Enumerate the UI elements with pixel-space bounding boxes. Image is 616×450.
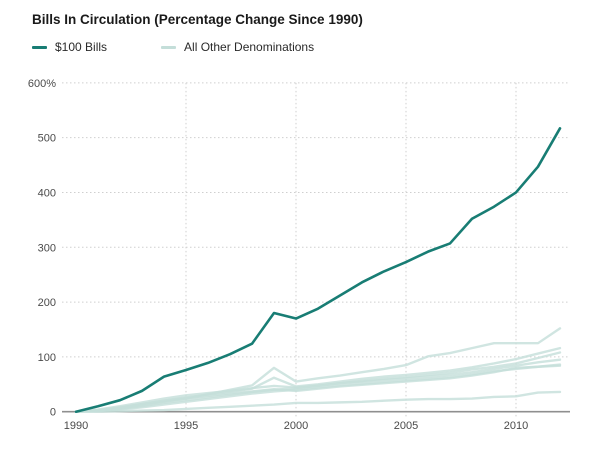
svg-text:500: 500 xyxy=(38,133,56,145)
svg-text:200: 200 xyxy=(38,297,56,309)
svg-text:1990: 1990 xyxy=(64,420,88,432)
legend-item-other-denominations: All Other Denominations xyxy=(161,40,314,54)
svg-text:1995: 1995 xyxy=(174,420,198,432)
legend-label-100-bills: $100 Bills xyxy=(55,40,108,54)
chart-title: Bills In Circulation (Percentage Change … xyxy=(32,12,363,27)
legend-swatch-other-denominations-icon xyxy=(161,45,177,49)
svg-text:400: 400 xyxy=(38,187,56,199)
chart-legend: $100 Bills All Other Denominations xyxy=(32,40,314,54)
svg-text:100: 100 xyxy=(38,352,56,364)
x-gridlines xyxy=(185,82,517,417)
svg-text:600%: 600% xyxy=(28,78,56,90)
series-other-denominations xyxy=(74,327,562,413)
svg-text:0: 0 xyxy=(50,407,56,419)
legend-label-other-denominations: All Other Denominations xyxy=(184,40,315,54)
y-gridlines xyxy=(62,82,570,358)
svg-text:2005: 2005 xyxy=(394,420,418,432)
series-100-bills xyxy=(74,127,562,414)
legend-item-100-bills: $100 Bills xyxy=(32,40,107,54)
svg-text:300: 300 xyxy=(38,242,56,254)
y-tick-labels: 0 100 200 300 400 500 600% xyxy=(28,78,56,419)
legend-swatch-100-bills-icon xyxy=(32,45,47,49)
svg-text:2000: 2000 xyxy=(284,420,308,432)
x-tick-labels: 1990 1995 2000 2005 2010 xyxy=(64,420,528,432)
svg-text:2010: 2010 xyxy=(504,420,528,432)
